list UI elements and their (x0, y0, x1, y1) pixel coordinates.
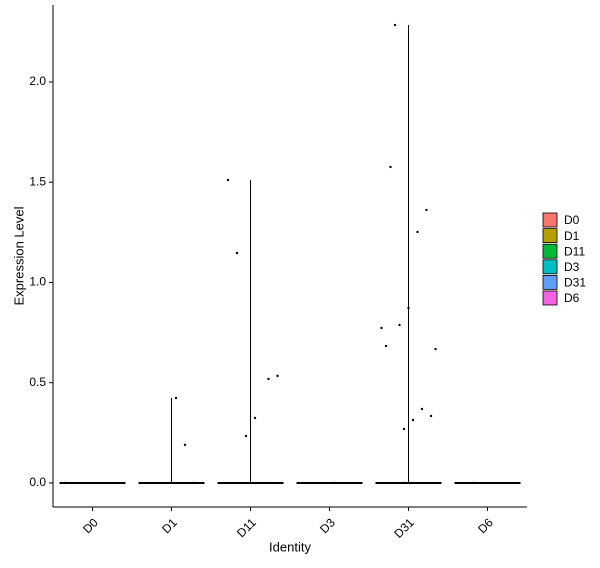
data-point (192, 481, 196, 485)
data-point (420, 407, 424, 411)
legend-label: D3 (564, 260, 580, 274)
y-tick-label: 1.0 (29, 275, 46, 289)
data-point (64, 481, 67, 485)
x-tick-label: D1 (159, 515, 180, 536)
x-tick-label: D6 (475, 515, 496, 536)
legend-label: D1 (564, 229, 580, 243)
data-point (472, 481, 476, 485)
data-point (393, 23, 397, 27)
data-point (244, 434, 248, 438)
data-point (434, 347, 437, 351)
legend-swatch (542, 243, 558, 259)
legend-label: D0 (564, 213, 580, 227)
data-point (226, 178, 230, 182)
legend-swatch (542, 259, 558, 275)
data-point (276, 374, 279, 378)
y-axis-label: Expression Level (11, 206, 26, 305)
data-point (174, 396, 178, 400)
data-point (262, 481, 266, 485)
legend-swatch (542, 274, 558, 290)
legend-label: D11 (564, 244, 585, 258)
data-point (380, 326, 383, 330)
x-tick-label: D0 (80, 515, 101, 536)
y-tick-label: 2.0 (29, 74, 46, 88)
data-point (332, 481, 336, 485)
x-tick-label: D11 (234, 515, 259, 540)
data-point (253, 416, 257, 420)
data-point (402, 481, 406, 485)
legend-swatch (542, 212, 558, 228)
y-tick-label: 0.0 (29, 475, 46, 489)
legend-label: D6 (564, 291, 580, 305)
y-tick-label: 0.5 (29, 375, 46, 389)
x-tick-label: D31 (391, 515, 417, 541)
data-point (429, 414, 433, 418)
data-point (411, 418, 415, 422)
data-point (425, 208, 428, 212)
legend-swatch (542, 228, 558, 244)
y-tick-label: 1.5 (29, 174, 46, 188)
data-point (235, 251, 239, 255)
x-axis-label: Identity (269, 539, 311, 554)
legend-label: D31 (564, 276, 586, 290)
data-point (384, 344, 388, 348)
data-point (267, 377, 270, 381)
data-point (398, 323, 401, 327)
data-point (183, 443, 187, 447)
data-point (407, 306, 410, 310)
data-point (416, 230, 419, 234)
data-point (389, 165, 392, 169)
legend-swatch (542, 290, 558, 306)
data-point (402, 427, 406, 431)
x-tick-label: D3 (317, 515, 338, 536)
